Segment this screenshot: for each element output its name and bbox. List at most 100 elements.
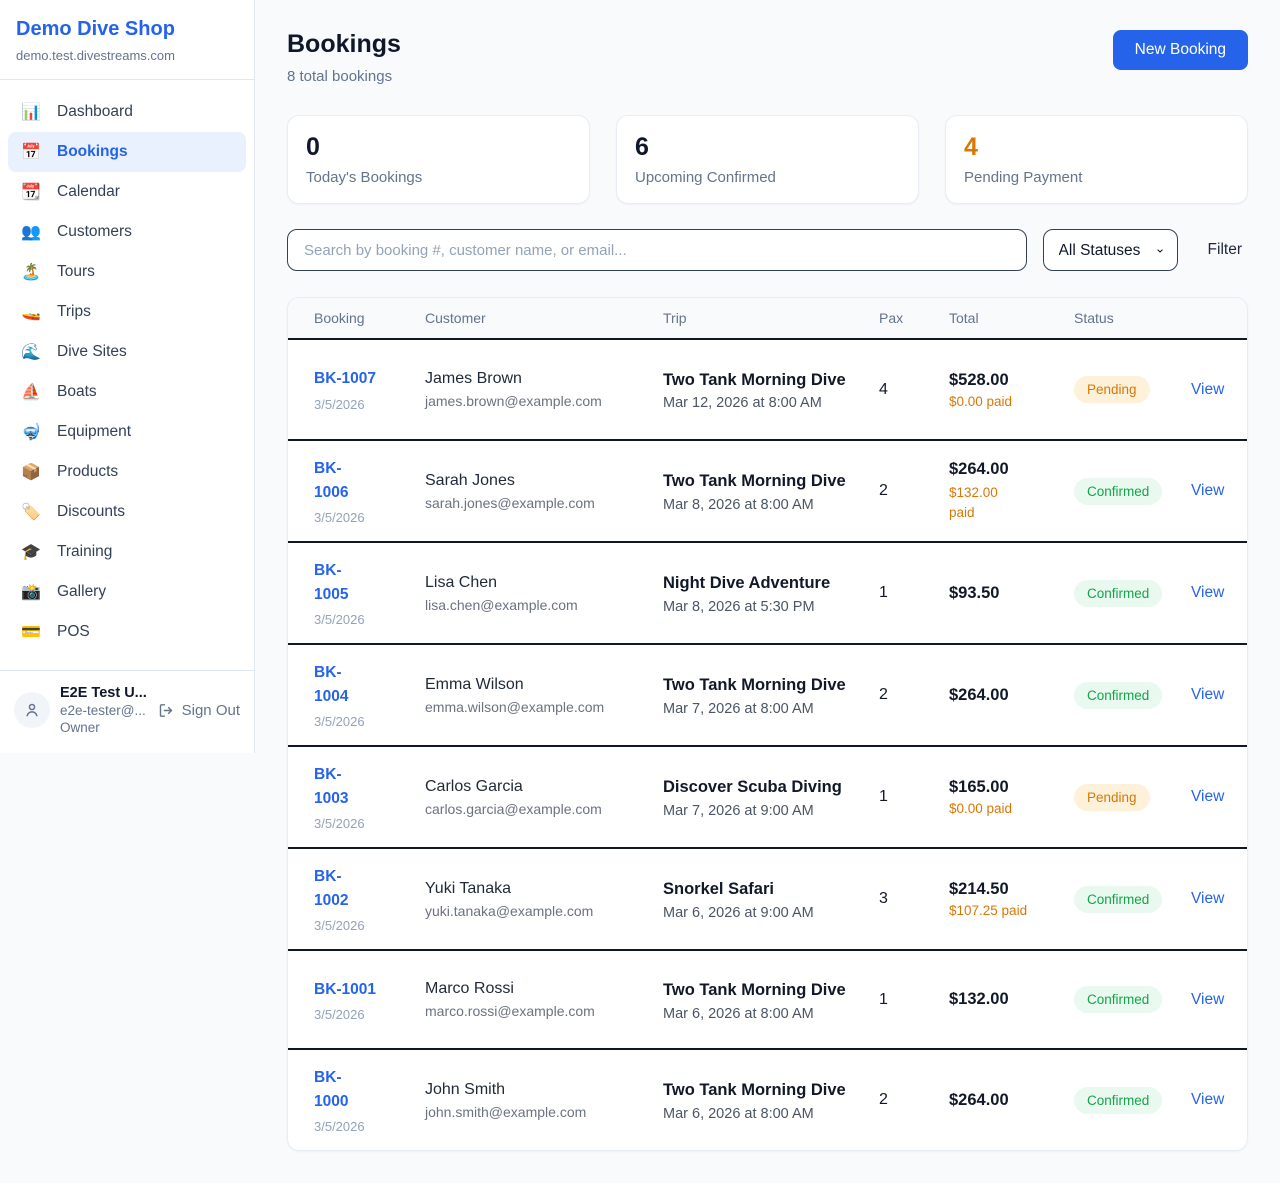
view-link[interactable]: View	[1191, 788, 1225, 806]
sidebar-item-calendar[interactable]: 📆 Calendar	[8, 172, 246, 212]
sign-out-button[interactable]: Sign Out	[158, 702, 240, 719]
page-title: Bookings	[287, 30, 401, 58]
customer-email: lisa.chen@example.com	[425, 596, 578, 613]
customer-email: marco.rossi@example.com	[425, 1003, 595, 1020]
trip-name: Night Dive Adventure	[663, 574, 831, 593]
booking-id-link[interactable]: BK-1005	[314, 562, 349, 604]
stat-value: 6	[635, 133, 649, 161]
sidebar-item-boats[interactable]: ⛵ Boats	[8, 372, 246, 412]
pax-count: 1	[879, 788, 888, 806]
brand-block: Demo Dive Shop demo.test.divestreams.com	[0, 0, 254, 80]
sidebar-nav: 📊 Dashboard 📅 Bookings 📆 Calendar 👥 Cust…	[0, 80, 254, 660]
view-link[interactable]: View	[1191, 584, 1225, 602]
sidebar-item-gallery[interactable]: 📸 Gallery	[8, 572, 246, 612]
tear-calendar-icon: 📆	[21, 184, 41, 201]
brand-name: Demo Dive Shop	[16, 18, 175, 40]
sidebar-item-label: Discounts	[57, 503, 126, 520]
stat-value: 4	[964, 133, 978, 161]
sidebar-item-customers[interactable]: 👥 Customers	[8, 212, 246, 252]
booking-id-link[interactable]: BK-1004	[314, 664, 349, 706]
pax-count: 3	[879, 890, 888, 908]
sidebar-item-label: Calendar	[57, 183, 120, 200]
search-input[interactable]	[287, 229, 1027, 271]
booking-id-link[interactable]: BK-1003	[314, 766, 349, 808]
pax-count: 4	[879, 380, 888, 398]
trip-name: Two Tank Morning Dive	[663, 1081, 846, 1100]
sidebar-item-label: Dive Sites	[57, 343, 127, 360]
trip-datetime: Mar 12, 2026 at 8:00 AM	[663, 395, 822, 412]
user-name: E2E Test U...	[60, 685, 147, 701]
trip-datetime: Mar 6, 2026 at 8:00 AM	[663, 1005, 814, 1022]
view-link[interactable]: View	[1191, 890, 1225, 908]
column-header-status: Status	[1074, 310, 1114, 326]
sidebar-item-tours[interactable]: 🏝️ Tours	[8, 252, 246, 292]
speedboat-icon: 🚤	[21, 304, 41, 321]
sidebar-item-dive-sites[interactable]: 🌊 Dive Sites	[8, 332, 246, 372]
sidebar-item-training[interactable]: 🎓 Training	[8, 532, 246, 572]
new-booking-button[interactable]: New Booking	[1112, 30, 1248, 70]
sign-out-label: Sign Out	[181, 701, 240, 719]
sidebar-item-products[interactable]: 📦 Products	[8, 452, 246, 492]
booking-date: 3/5/2026	[314, 612, 365, 628]
booking-date: 3/5/2026	[314, 396, 365, 412]
wave-icon: 🌊	[21, 344, 41, 361]
booking-id-link[interactable]: BK-1000	[314, 1069, 349, 1111]
sidebar-item-equipment[interactable]: 🤿 Equipment	[8, 412, 246, 452]
view-link[interactable]: View	[1191, 482, 1225, 500]
status-badge: Pending	[1074, 376, 1150, 403]
stat-value: 0	[306, 133, 320, 161]
view-link[interactable]: View	[1191, 686, 1225, 704]
sidebar-item-dashboard[interactable]: 📊 Dashboard	[8, 92, 246, 132]
filter-button[interactable]: Filter	[1207, 241, 1242, 258]
total-amount: $132.00	[949, 990, 1009, 1009]
paid-amount: $132.00 paid	[949, 484, 998, 520]
pax-count: 1	[879, 990, 888, 1008]
credit-card-icon: 💳	[21, 624, 41, 641]
stat-card-pending-payment: 4 Pending Payment	[945, 115, 1248, 204]
tag-icon: 🏷️	[21, 504, 41, 521]
sidebar-item-bookings[interactable]: 📅 Bookings	[8, 132, 246, 172]
paid-amount: $0.00 paid	[949, 393, 1013, 409]
sailboat-icon: ⛵	[21, 384, 41, 401]
package-icon: 📦	[21, 464, 41, 481]
customer-email: carlos.garcia@example.com	[425, 800, 602, 817]
sidebar-item-trips[interactable]: 🚤 Trips	[8, 292, 246, 332]
person-icon	[26, 703, 38, 717]
sidebar-item-label: POS	[57, 623, 90, 640]
booking-id-link[interactable]: BK-1006	[314, 460, 349, 502]
view-link[interactable]: View	[1191, 990, 1225, 1008]
paid-amount: $107.25 paid	[949, 903, 1028, 919]
booking-id-link[interactable]: BK-1001	[314, 980, 377, 998]
booking-id-link[interactable]: BK-1002	[314, 868, 349, 910]
status-select[interactable]: All Statuses	[1042, 229, 1178, 271]
dive-mask-icon: 🤿	[21, 424, 41, 441]
customer-name: Yuki Tanaka	[425, 879, 511, 897]
customer-name: Lisa Chen	[425, 573, 498, 591]
total-amount: $214.50	[949, 880, 1009, 899]
table-row: BK-1003 3/5/2026 Carlos Garcia carlos.ga…	[288, 745, 1247, 847]
column-header-pax: Pax	[879, 310, 904, 326]
view-link[interactable]: View	[1191, 1091, 1225, 1109]
stats-row: 0 Today's Bookings 6 Upcoming Confirmed …	[287, 115, 1248, 204]
page-header: Bookings 8 total bookings New Booking	[287, 30, 1248, 85]
total-amount: $528.00	[949, 370, 1009, 389]
camera-icon: 📸	[21, 584, 41, 601]
table-row: BK-1002 3/5/2026 Yuki Tanaka yuki.tanaka…	[288, 847, 1247, 949]
table-row: BK-1007 3/5/2026 James Brown james.brown…	[288, 340, 1247, 439]
booking-date: 3/5/2026	[314, 918, 365, 934]
booking-date: 3/5/2026	[314, 1119, 365, 1135]
trip-datetime: Mar 8, 2026 at 8:00 AM	[663, 496, 814, 513]
sidebar-item-discounts[interactable]: 🏷️ Discounts	[8, 492, 246, 532]
booking-id-link[interactable]: BK-1007	[314, 370, 377, 388]
stat-label: Upcoming Confirmed	[635, 169, 776, 186]
brand-domain: demo.test.divestreams.com	[16, 48, 175, 63]
sidebar-item-pos[interactable]: 💳 POS	[8, 612, 246, 652]
sidebar-item-label: Bookings	[57, 143, 128, 160]
view-link[interactable]: View	[1191, 380, 1225, 398]
trip-name: Two Tank Morning Dive	[663, 370, 846, 389]
booking-date: 3/5/2026	[314, 714, 365, 730]
status-badge: Confirmed	[1074, 986, 1163, 1014]
trip-name: Two Tank Morning Dive	[663, 472, 846, 491]
table-row: BK-1005 3/5/2026 Lisa Chen lisa.chen@exa…	[288, 541, 1247, 643]
status-select-wrap: All Statuses ⌄	[1042, 229, 1178, 271]
